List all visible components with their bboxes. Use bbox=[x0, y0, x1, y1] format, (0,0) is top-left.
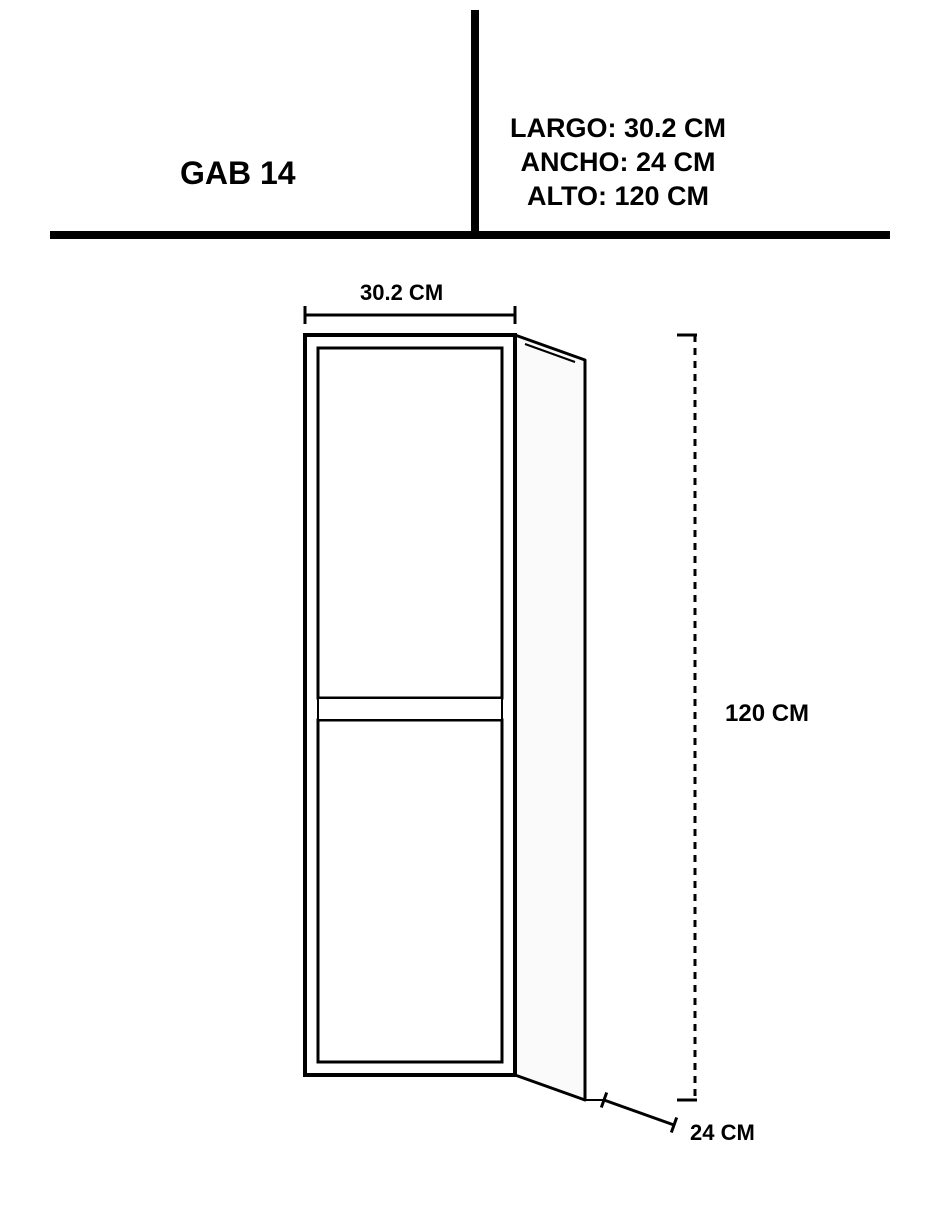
spec-sheet: GAB 14 LARGO: 30.2 CM ANCHO: 24 CM ALTO:… bbox=[0, 0, 940, 1215]
technical-drawing bbox=[0, 0, 940, 1215]
